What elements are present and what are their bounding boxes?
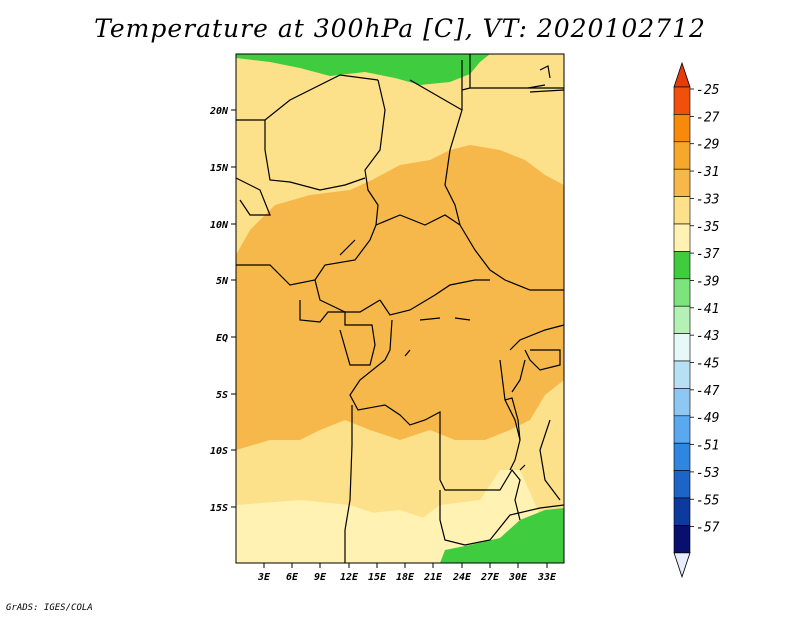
- colorbar-swatch: [673, 360, 691, 389]
- colorbar-swatch: [673, 415, 691, 444]
- temp-band-orange: [236, 145, 564, 450]
- colorbar-label: -51: [696, 439, 719, 454]
- lon-label: 21E: [423, 572, 443, 583]
- colorbar-label: -53: [696, 466, 719, 481]
- lat-label: EQ: [216, 333, 228, 344]
- colorbar-swatch: [673, 278, 691, 307]
- colorbar-label: -25: [696, 83, 720, 98]
- colorbar-swatch: [673, 196, 691, 225]
- colorbar-label: -33: [696, 192, 719, 207]
- map-frame: [235, 53, 565, 564]
- colorbar-swatch: [673, 388, 691, 417]
- temp-band-green-north: [236, 54, 490, 85]
- lat-label: 5S: [216, 390, 228, 401]
- lon-axis: [263, 563, 548, 568]
- map-panel: 3E 6E 9E 12E 15E 18E 21E 24E 27E 30E 33E…: [209, 53, 565, 583]
- colorbar-swatch: [673, 305, 691, 334]
- lon-label: 3E: [257, 572, 271, 583]
- lat-label: 10N: [210, 220, 229, 231]
- colorbar-swatch: [673, 251, 691, 280]
- lat-label: 15S: [210, 503, 228, 514]
- colorbar-label: -31: [696, 165, 719, 180]
- lat-label: 10S: [210, 446, 228, 457]
- colorbar-swatch: [673, 114, 691, 143]
- colorbar-label: -35: [696, 220, 720, 235]
- colorbar-label: -49: [696, 411, 719, 426]
- lon-label: 9E: [314, 572, 327, 583]
- colorbar-label: -39: [696, 274, 719, 289]
- colorbar-label: -57: [696, 521, 720, 536]
- lon-label: 33E: [537, 572, 557, 583]
- lon-label: 12E: [340, 572, 359, 583]
- colorbar-swatch: [673, 497, 691, 526]
- colorbar-label: -29: [696, 138, 719, 153]
- grads-credit: GrADS: IGES/COLA: [6, 603, 93, 613]
- colorbar-label: -43: [696, 329, 719, 344]
- lat-label: 15N: [210, 163, 229, 174]
- country-borders: [235, 54, 565, 563]
- colorbar-label: -45: [696, 357, 720, 372]
- lat-label: 20N: [209, 106, 229, 117]
- colorbar-swatch: [673, 470, 691, 499]
- colorbar-label: -47: [696, 384, 720, 399]
- colorbar-label: -55: [696, 493, 720, 508]
- colorbar-swatch: [673, 141, 691, 170]
- lon-label: 18E: [396, 572, 415, 583]
- colorbar-swatch: [673, 223, 691, 252]
- lat-label: 5N: [216, 276, 229, 287]
- colorbar-label: -41: [696, 302, 719, 317]
- lon-label: 27E: [480, 572, 500, 583]
- colorbar: -25 -27 -29 -31 -33 -35 -37 -39 -41 -43 -45 -47 -49 -…: [673, 61, 720, 579]
- colorbar-swatch: [673, 168, 691, 197]
- temp-band-green-south: [440, 508, 564, 563]
- chart-title: Temperature at 300hPa [C], VT: 202010271…: [94, 14, 706, 43]
- lon-label: 6E: [286, 572, 299, 583]
- colorbar-label: -37: [696, 247, 720, 262]
- lon-label: 30E: [508, 572, 528, 583]
- colorbar-swatch: [673, 525, 691, 554]
- colorbar-swatch: [673, 333, 691, 362]
- colorbar-swatch: [673, 86, 691, 115]
- colorbar-label: -27: [696, 110, 720, 125]
- colorbar-top-arrow: [673, 61, 691, 88]
- colorbar-bottom-arrow: [673, 552, 691, 579]
- colorbar-swatch: [673, 442, 691, 471]
- lon-label: 15E: [368, 572, 387, 583]
- lon-label: 24E: [452, 572, 472, 583]
- lat-axis: [231, 109, 236, 508]
- temp-band-pale-south: [350, 510, 440, 563]
